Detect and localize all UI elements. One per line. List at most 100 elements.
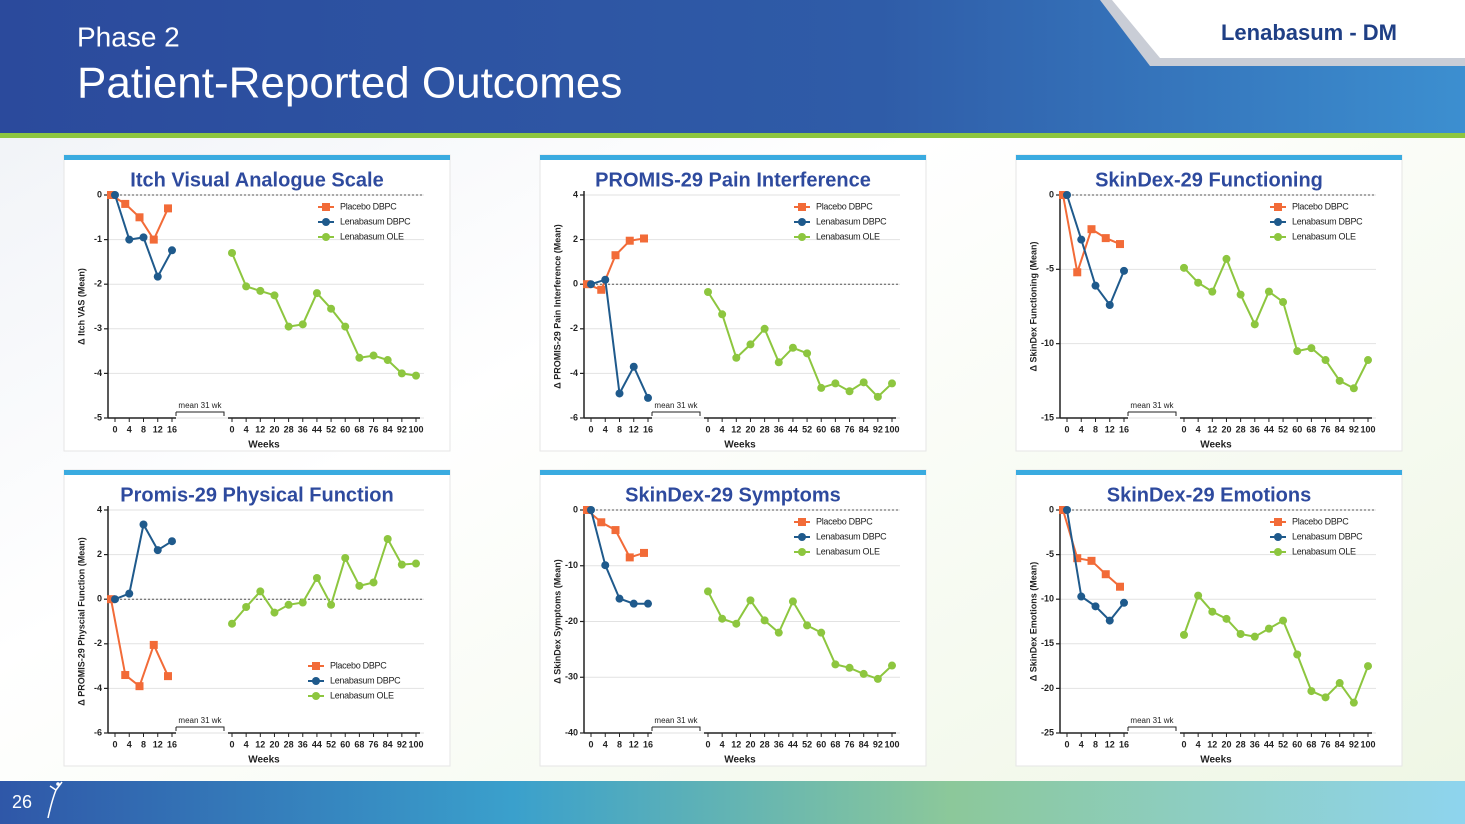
chart-title: PROMIS-29 Pain Interference [595, 169, 871, 191]
y-tick-label: -15 [1041, 638, 1054, 648]
marker [164, 204, 172, 213]
x-tick-label: 76 [1321, 739, 1331, 749]
x-axis-label: Weeks [248, 755, 280, 766]
marker [312, 574, 321, 583]
marker [1349, 698, 1358, 707]
page-number: 26 [12, 792, 32, 812]
x-tick-label: 92 [1349, 424, 1359, 434]
marker [1120, 266, 1128, 275]
marker [732, 353, 741, 362]
x-tick-label: 36 [1250, 424, 1260, 434]
y-tick-label: 0 [97, 189, 102, 199]
x-tick-label: 28 [1236, 424, 1246, 434]
marker [718, 310, 727, 319]
marker [135, 213, 144, 222]
panel-top-bar [540, 470, 926, 475]
marker [355, 581, 364, 590]
marker [1293, 650, 1302, 659]
x-tick-label: 12 [255, 424, 265, 434]
y-tick-label: 0 [573, 279, 578, 289]
x-tick-label: 16 [643, 739, 653, 749]
marker [1321, 356, 1330, 365]
x-tick-label: 84 [859, 739, 869, 749]
x-tick-label: 100 [1360, 424, 1375, 434]
y-axis-label: Δ SkinDex Functioning (Mean) [1028, 242, 1038, 372]
x-tick-label: 12 [731, 739, 741, 749]
marker [817, 628, 826, 637]
y-tick-label: -5 [1046, 264, 1054, 274]
marker [1264, 624, 1273, 633]
legend-marker [1274, 233, 1282, 241]
y-tick-label: 4 [573, 189, 578, 199]
marker [228, 619, 236, 628]
marker [1364, 662, 1372, 671]
marker [412, 559, 420, 568]
marker [369, 578, 378, 587]
marker [1307, 344, 1316, 353]
marker [168, 246, 176, 255]
x-tick-label: 60 [340, 424, 350, 434]
x-tick-label: 0 [588, 739, 593, 749]
y-axis-label: Δ PROMIS-29 Physcial Function (Mean) [76, 537, 86, 706]
marker [111, 191, 119, 199]
x-tick-label: 100 [408, 739, 423, 749]
y-tick-label: -25 [1041, 727, 1054, 737]
chart-title: SkinDex-29 Functioning [1095, 169, 1323, 191]
x-tick-label: 28 [1236, 739, 1246, 749]
x-tick-label: 4 [720, 424, 725, 434]
x-tick-label: 12 [629, 739, 639, 749]
marker [1063, 191, 1071, 199]
marker [1091, 602, 1100, 611]
legend-label: Placebo DBPC [330, 660, 387, 670]
brand: Lenabasum - DM [1221, 20, 1397, 45]
y-axis-label: Δ SkinDex Emotions (Mean) [1028, 562, 1038, 682]
y-tick-label: -4 [94, 368, 102, 378]
x-tick-label: 76 [845, 424, 855, 434]
chart-panel: SkinDex-29 Emotions-25-20-15-10-500 4 8 12 1… [1015, 469, 1403, 767]
chart-title: Itch Visual Analogue Scale [130, 169, 383, 191]
marker [341, 322, 350, 331]
x-tick-label: 92 [873, 739, 883, 749]
legend-marker [322, 218, 330, 226]
marker [597, 285, 606, 294]
x-tick-label: 100 [1360, 739, 1375, 749]
marker [1250, 320, 1259, 329]
y-tick-label: -3 [94, 323, 102, 333]
legend-marker [798, 533, 806, 541]
marker [1073, 268, 1082, 277]
marker [1264, 287, 1273, 296]
marker [125, 235, 134, 244]
marker [121, 671, 130, 680]
x-tick-label: 16 [167, 424, 177, 434]
marker [1236, 290, 1245, 299]
marker [704, 288, 712, 297]
chart-title: SkinDex-29 Symptoms [625, 484, 841, 506]
legend-label: Lenabasum OLE [816, 231, 880, 241]
chart-panel: SkinDex-29 Functioning-15-10-500 4 8 12 16 0 4… [1015, 154, 1403, 452]
marker [774, 358, 783, 367]
marker [1063, 506, 1071, 514]
legend-label: Lenabasum OLE [340, 231, 404, 241]
marker [139, 520, 148, 529]
annotation: mean 31 wk [1130, 716, 1174, 725]
panel-top-bar [1016, 470, 1402, 475]
legend-marker [1274, 548, 1282, 556]
x-tick-label: 68 [354, 424, 364, 434]
y-tick-label: -2 [94, 638, 102, 648]
x-tick-label: 28 [760, 739, 770, 749]
x-tick-label: 8 [1093, 424, 1098, 434]
x-tick-label: 92 [397, 739, 407, 749]
break-bracket [651, 726, 701, 731]
marker [831, 379, 840, 388]
x-tick-label: 36 [774, 739, 784, 749]
x-axis-label: Weeks [724, 755, 756, 766]
logo-dot [56, 782, 60, 786]
x-tick-label: 4 [1079, 424, 1084, 434]
x-axis-label: Weeks [724, 440, 756, 451]
marker [1101, 570, 1110, 579]
y-tick-label: -2 [570, 323, 578, 333]
x-tick-label: 36 [298, 424, 308, 434]
marker [242, 282, 251, 291]
legend-marker [798, 518, 806, 526]
marker [383, 356, 392, 365]
